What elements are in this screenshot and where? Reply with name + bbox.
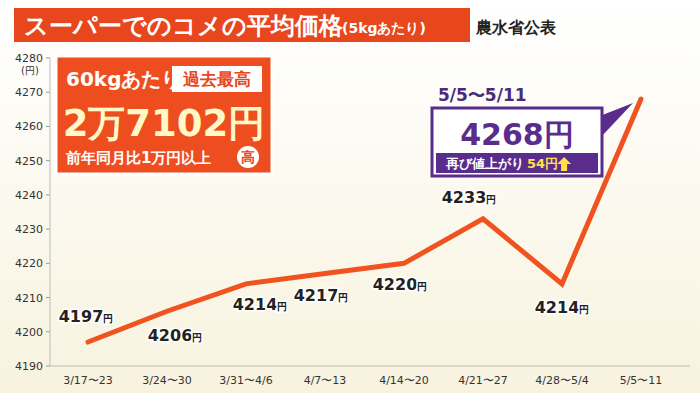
callout: 5/5〜5/11 4268円再び値上がり54円 bbox=[432, 85, 633, 176]
x-tick-label: 4/14〜20 bbox=[379, 374, 429, 387]
up-arrow bbox=[557, 157, 571, 171]
x-tick-label: 3/31〜4/6 bbox=[219, 374, 272, 387]
callout-strip bbox=[436, 153, 598, 173]
x-tick-label: 3/17〜23 bbox=[63, 374, 113, 387]
y-tick bbox=[46, 126, 50, 127]
y-axis-line bbox=[50, 58, 51, 366]
record-box: 60kgあたり過去最高 2万7102円前年同月比1万円以上 高 bbox=[56, 56, 272, 174]
record-badge-bg bbox=[172, 66, 262, 92]
x-tick-label: 4/7〜13 bbox=[304, 374, 347, 387]
y-tick bbox=[46, 263, 50, 264]
background bbox=[0, 0, 700, 393]
record-price: 2万7102円 bbox=[63, 102, 266, 145]
y-tick-label: 4260 bbox=[15, 120, 43, 133]
y-tick bbox=[46, 194, 50, 195]
record-mark: 高 bbox=[241, 149, 255, 165]
callout-note: 再び値上がり bbox=[445, 156, 524, 171]
callout-change: 54円 bbox=[527, 156, 558, 171]
x-axis: 3/17〜23 3/24〜30 3/31〜4/6 4/7〜13 4/14〜20 4/21〜… bbox=[63, 374, 662, 387]
record-note: 前年同月比1万円以上 bbox=[65, 149, 211, 167]
y-axis: 4190 4200 4210 4220 4230 4240 4250 4260 4270 4280… bbox=[15, 52, 690, 373]
y-tick-label: 4250 bbox=[15, 155, 43, 168]
title: スーパーでのコメの平均価格 bbox=[24, 12, 344, 40]
x-tick-label: 4/28〜5/4 bbox=[535, 374, 588, 387]
data-label: 4268円 bbox=[460, 117, 574, 152]
data-label: 4214円 bbox=[535, 298, 590, 317]
y-tick bbox=[46, 331, 50, 332]
y-tick bbox=[46, 160, 50, 161]
record-mark-bg bbox=[237, 146, 259, 168]
data-label: 4206円 bbox=[148, 326, 203, 345]
record-unit: 60kgあたり bbox=[66, 67, 181, 91]
y-tick bbox=[46, 58, 50, 59]
y-tick-label: 4280 bbox=[15, 52, 43, 65]
page: {"chart_data": {"type": "line", "title":… bbox=[0, 0, 700, 393]
y-tick-label: 4190 bbox=[15, 360, 43, 373]
y-tick-label: 4240 bbox=[15, 189, 43, 202]
x-axis-line bbox=[50, 366, 690, 367]
data-label: 4217円 bbox=[294, 286, 349, 305]
y-tick-label: 4220 bbox=[15, 257, 43, 270]
y-tick bbox=[46, 366, 50, 367]
title-bar bbox=[14, 8, 470, 42]
chart: スーパーでのコメの平均価格(5kgあたり) 農水省公表 4190 4200 4210 42… bbox=[0, 0, 700, 393]
x-tick-label: 5/5〜11 bbox=[620, 374, 663, 387]
callout-period: 5/5〜5/11 bbox=[438, 85, 527, 105]
record-badge: 過去最高 bbox=[182, 69, 251, 89]
y-tick bbox=[46, 92, 50, 93]
y-tick-label: 4210 bbox=[15, 292, 43, 305]
y-tick-label: 4270 bbox=[15, 86, 43, 99]
data-label: 4220円 bbox=[373, 275, 428, 294]
y-axis-label: (円) bbox=[21, 65, 39, 76]
data-label: 4233円 bbox=[442, 188, 497, 207]
source: 農水省公表 bbox=[475, 18, 557, 37]
callout-box bbox=[432, 108, 602, 176]
y-tick-label: 4230 bbox=[15, 223, 43, 236]
x-tick-label: 4/21〜27 bbox=[458, 374, 508, 387]
x-tick-label: 3/24〜30 bbox=[142, 374, 192, 387]
data-labels: 4197円 4206円 4214円 4217円 4220円 4233円 4214円 bbox=[59, 188, 590, 345]
data-label: 4214円 bbox=[233, 295, 288, 314]
y-tick bbox=[46, 229, 50, 230]
data-label: 4197円 bbox=[59, 307, 114, 326]
subtitle: (5kgあたり) bbox=[342, 20, 426, 36]
y-tick bbox=[46, 297, 50, 298]
record-box-bg bbox=[56, 56, 272, 174]
y-tick-label: 4200 bbox=[15, 326, 43, 339]
callout-pointer bbox=[600, 103, 633, 138]
